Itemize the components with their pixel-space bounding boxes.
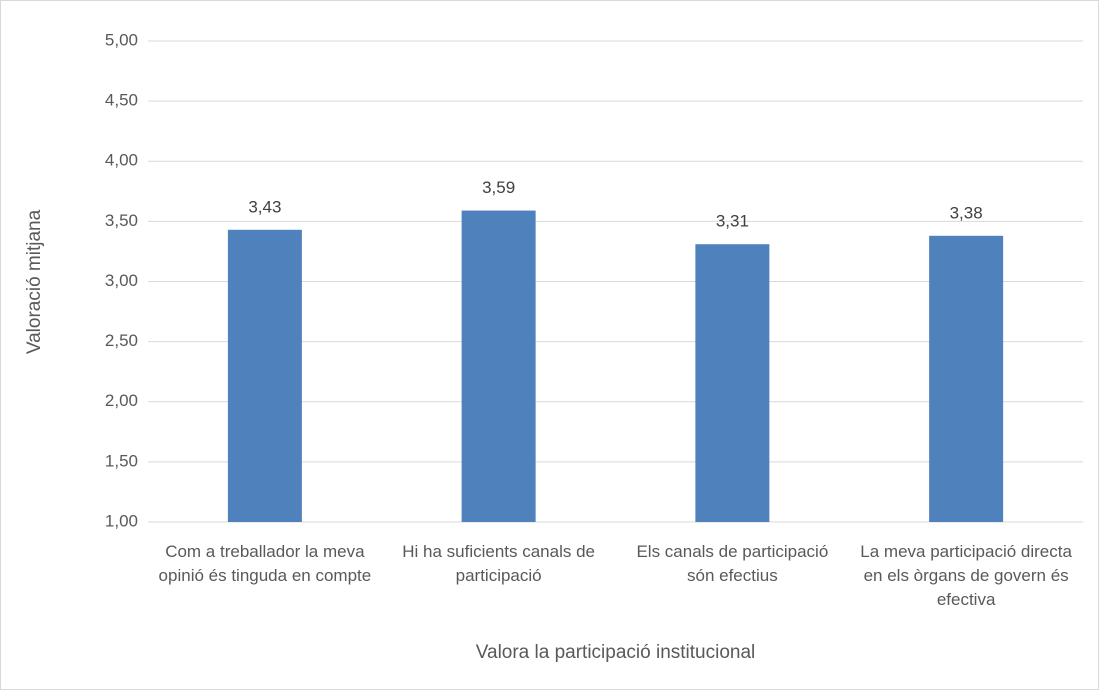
y-tick-label: 3,00 [105,271,138,290]
bar [461,210,536,523]
x-axis-title: Valora la participació institucional [475,642,756,663]
x-tick-label: Hi ha suficients canals de participació [402,542,596,585]
data-label: 3,43 [248,197,281,216]
y-tick-label: 1,00 [105,511,138,530]
bar [929,235,1004,522]
y-tick-label: 2,00 [105,391,138,410]
y-tick-label: 2,50 [105,331,138,350]
x-tick-label: La meva participació directa en els òrga… [860,542,1072,609]
data-label: 3,38 [950,203,983,222]
data-label: 3,31 [716,212,749,231]
bar [695,244,770,522]
x-tick-label: Els canals de participació són efectius [636,542,829,585]
data-label: 3,59 [482,178,515,197]
y-axis-title: Valoració mitjana [24,209,45,354]
y-tick-label: 3,50 [105,211,138,230]
y-tick-label: 5,00 [105,30,138,49]
y-tick-label: 1,50 [105,451,138,470]
bar [227,229,302,523]
y-tick-label: 4,50 [105,91,138,110]
x-tick-label: Com a treballador la meva opinió és ting… [158,542,372,585]
y-tick-label: 4,00 [105,151,138,170]
